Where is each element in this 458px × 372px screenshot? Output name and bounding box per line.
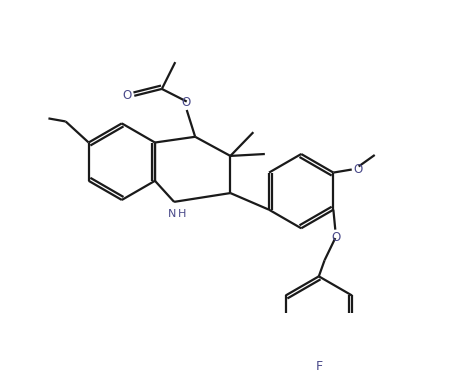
Text: H: H [178,209,186,219]
Text: O: O [181,96,191,109]
Text: N: N [168,209,176,219]
Text: O: O [331,231,340,244]
Text: F: F [315,360,322,372]
Text: O: O [353,163,363,176]
Text: O: O [123,89,132,102]
